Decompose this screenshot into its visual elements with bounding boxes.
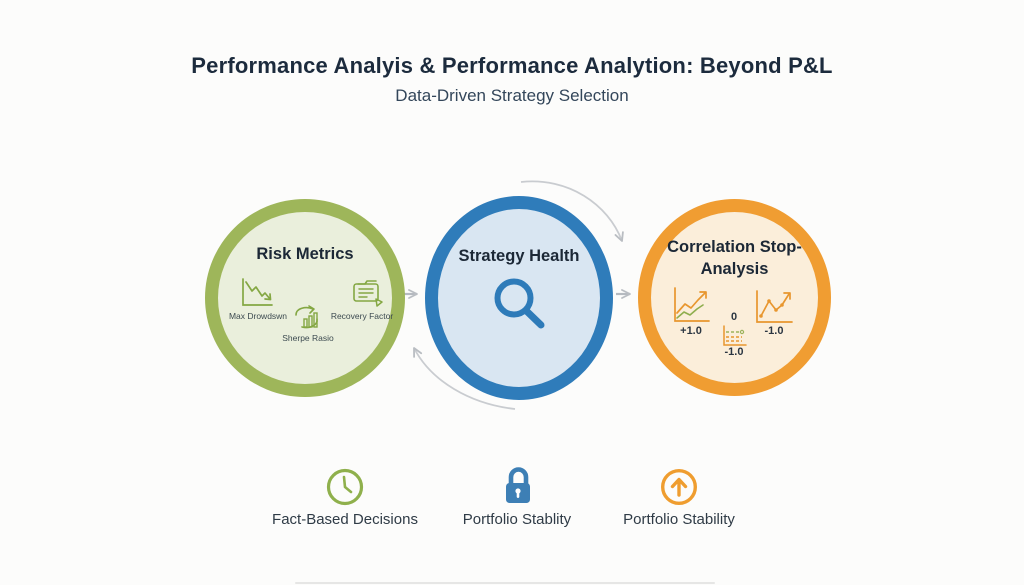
max-drawdown-chart-icon	[242, 278, 273, 306]
feature-label: Portfolio Stability	[623, 511, 735, 528]
circle-title: Correlation Stop- Analysis	[651, 236, 818, 280]
metric-label: Max Drowdswn	[228, 311, 288, 321]
lock-icon	[506, 467, 530, 503]
circle-correlation-analysis: Correlation Stop- Analysis +1.0 0 -1.0	[638, 199, 831, 396]
metric-label: Sherpe Rasio	[282, 333, 334, 343]
arrow-up-circle-icon	[661, 469, 697, 505]
zero-correlation-chart-icon	[723, 325, 747, 346]
feature-label: Portfolio Stablity	[462, 511, 572, 528]
sharpe-ratio-icon	[295, 305, 318, 329]
page-subtitle: Data-Driven Strategy Selection	[395, 86, 629, 105]
negative-correlation-chart-icon	[756, 290, 793, 323]
circle-title-line1: Correlation Stop-	[667, 238, 802, 256]
metric-label: Recovery Factor	[330, 311, 394, 321]
circle-title: Risk Metrics	[256, 245, 354, 263]
positive-correlation-chart-icon	[674, 287, 710, 322]
chart-value-label: -1.0	[764, 325, 784, 337]
magnifier-icon	[494, 278, 545, 329]
feature-label: Fact-Based Decisions	[272, 511, 418, 528]
clock-icon	[326, 468, 364, 506]
chart-value-label: -1.0	[724, 346, 744, 358]
circle-risk-metrics: Risk Metrics Max Drowdswn Sherpe Rasio R…	[205, 199, 405, 397]
recovery-factor-icon	[353, 280, 383, 307]
page-bottom-divider	[295, 582, 715, 584]
chart-value-label: +1.0	[680, 325, 702, 337]
circle-strategy-health: Strategy Health	[425, 196, 613, 400]
chart-value-label-top: 0	[730, 311, 738, 323]
page-title: Performance Analyis & Performance Analyt…	[191, 53, 833, 78]
circle-title-line2: Analysis	[700, 260, 769, 278]
circle-title: Strategy Health	[458, 247, 580, 265]
